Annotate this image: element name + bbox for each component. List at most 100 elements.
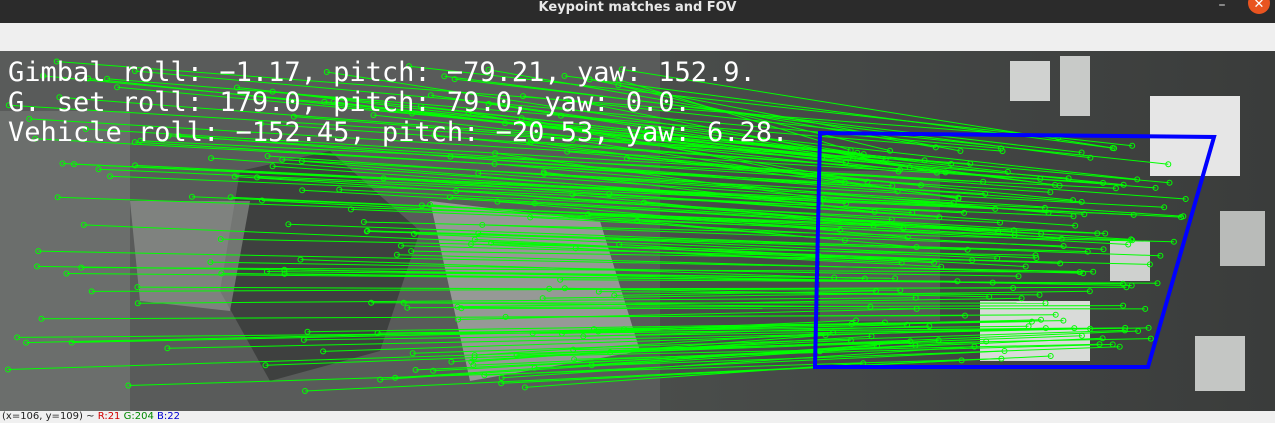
match-line bbox=[407, 305, 1124, 309]
keypoint-marker bbox=[254, 174, 261, 181]
match-line bbox=[134, 141, 986, 195]
keypoint-marker bbox=[114, 84, 121, 91]
keypoint-marker bbox=[898, 259, 905, 266]
keypoint-marker bbox=[104, 75, 111, 82]
keypoint-marker bbox=[867, 303, 874, 310]
keypoint-marker bbox=[5, 366, 11, 373]
keypoint-marker bbox=[1018, 295, 1025, 302]
keypoint-marker bbox=[1070, 213, 1077, 220]
match-line bbox=[396, 254, 1084, 274]
keypoint-marker bbox=[300, 336, 307, 343]
keypoint-marker bbox=[539, 295, 546, 302]
keypoint-marker bbox=[958, 357, 965, 364]
match-line bbox=[62, 163, 1045, 209]
match-line bbox=[534, 346, 1120, 369]
match-line bbox=[560, 115, 1138, 180]
match-line bbox=[302, 189, 1014, 231]
match-line bbox=[408, 65, 1133, 147]
match-line bbox=[323, 327, 1046, 352]
keypoint-marker bbox=[470, 362, 477, 369]
keypoint-marker bbox=[290, 113, 297, 120]
keypoint-marker bbox=[59, 160, 66, 167]
keypoint-marker bbox=[165, 132, 172, 139]
image-viewport[interactable]: Gimbal roll: −1.17, pitch: −79.21, yaw: … bbox=[0, 51, 1275, 411]
keypoint-marker bbox=[263, 268, 270, 275]
match-line bbox=[618, 84, 891, 152]
match-line bbox=[473, 337, 1103, 366]
keypoint-marker bbox=[370, 112, 377, 119]
match-line bbox=[544, 173, 1184, 217]
keypoint-marker bbox=[320, 348, 327, 355]
keypoint-marker bbox=[1145, 324, 1152, 331]
keypoint-marker bbox=[616, 241, 623, 248]
keypoint-marker bbox=[88, 288, 95, 295]
keypoint-marker bbox=[1010, 285, 1017, 291]
keypoint-marker bbox=[1102, 230, 1109, 237]
keypoint-marker bbox=[566, 96, 573, 103]
keypoint-marker bbox=[964, 246, 971, 253]
keypoint-marker bbox=[363, 228, 370, 235]
keypoint-marker bbox=[1004, 168, 1011, 175]
keypoint-marker bbox=[1129, 142, 1136, 149]
match-line bbox=[81, 267, 1080, 273]
match-line bbox=[637, 220, 917, 248]
match-line bbox=[564, 287, 990, 298]
keypoint-marker bbox=[32, 135, 39, 142]
keypoint-marker bbox=[336, 186, 343, 193]
keypoint-marker bbox=[1080, 270, 1087, 277]
keypoint-marker bbox=[1146, 261, 1153, 268]
keypoint-marker bbox=[468, 241, 474, 248]
close-button[interactable]: ✕ bbox=[1248, 0, 1270, 14]
match-line bbox=[434, 134, 922, 186]
keypoint-marker bbox=[527, 214, 534, 221]
match-line bbox=[451, 335, 872, 363]
keypoint-marker bbox=[409, 350, 416, 357]
keypoint-marker bbox=[882, 156, 889, 163]
match-line bbox=[461, 307, 1146, 310]
keypoint-marker bbox=[895, 168, 902, 175]
keypoint-marker bbox=[134, 284, 141, 291]
match-line bbox=[29, 118, 1104, 184]
keypoint-marker bbox=[837, 226, 843, 233]
keypoint-marker bbox=[1165, 161, 1172, 168]
minimize-button[interactable]: – bbox=[1218, 0, 1226, 13]
keypoint-marker bbox=[1112, 185, 1119, 192]
match-line bbox=[373, 114, 899, 172]
window-toolbar bbox=[0, 23, 1275, 52]
keypoint-marker bbox=[80, 221, 87, 228]
keypoint-marker bbox=[259, 197, 265, 204]
match-line bbox=[560, 279, 1158, 284]
keypoint-marker bbox=[298, 158, 305, 165]
match-line bbox=[363, 221, 1174, 243]
keypoint-marker bbox=[54, 194, 61, 201]
keypoint-marker bbox=[297, 256, 304, 263]
keypoint-marker bbox=[431, 132, 438, 139]
keypoint-marker bbox=[465, 109, 472, 116]
match-line bbox=[110, 175, 1074, 217]
keypoint-marker bbox=[1070, 197, 1076, 204]
match-line bbox=[474, 343, 1100, 358]
keypoint-marker bbox=[262, 362, 269, 369]
keypoint-marker bbox=[853, 317, 859, 324]
keypoint-marker bbox=[982, 190, 989, 197]
keypoint-marker bbox=[1072, 222, 1079, 229]
keypoint-marker bbox=[1041, 204, 1048, 211]
keypoint-marker bbox=[218, 270, 225, 277]
match-line bbox=[501, 346, 975, 379]
match-line bbox=[284, 269, 1132, 286]
left-buildings-area bbox=[0, 111, 130, 411]
keypoint-marker bbox=[491, 160, 498, 167]
keypoint-marker bbox=[1123, 284, 1130, 291]
keypoint-marker bbox=[125, 382, 132, 389]
keypoint-marker bbox=[40, 72, 47, 79]
match-line bbox=[303, 327, 1149, 341]
keypoint-marker bbox=[409, 110, 416, 117]
match-line bbox=[267, 155, 954, 204]
keypoint-marker bbox=[843, 200, 850, 207]
match-line bbox=[457, 297, 1022, 308]
keypoint-marker bbox=[1060, 317, 1067, 324]
keypoint-marker bbox=[264, 153, 271, 159]
keypoint-marker bbox=[1157, 252, 1164, 259]
pixel-blue: B:22 bbox=[157, 411, 180, 422]
match-line bbox=[504, 122, 1124, 186]
